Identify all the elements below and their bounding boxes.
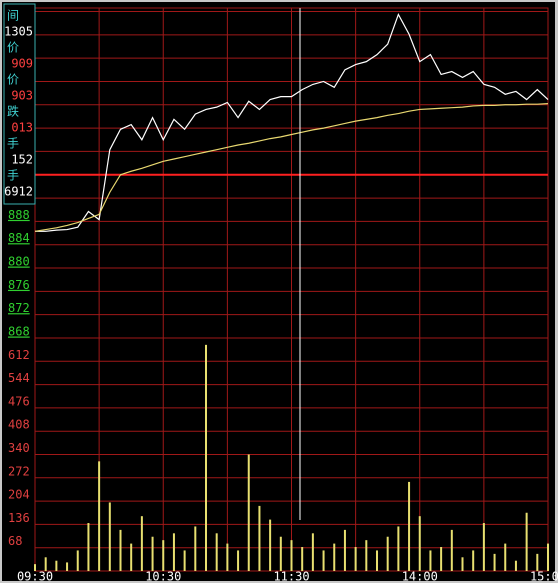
- info-label: 跌: [7, 104, 19, 119]
- volume-bar: [205, 344, 207, 571]
- volume-bar: [322, 550, 325, 571]
- info-value: 1305: [4, 25, 33, 39]
- volume-bar: [472, 550, 475, 571]
- volume-bar: [76, 550, 79, 571]
- volume-bar: [493, 553, 496, 571]
- info-label: 价: [7, 41, 19, 55]
- y-tick-label: 888: [8, 208, 30, 222]
- volume-bar: [397, 526, 400, 571]
- info-label: 手: [7, 169, 19, 183]
- info-label: 间: [7, 9, 19, 23]
- y-tick-label: 880: [8, 255, 30, 269]
- x-tick-label: 09:30: [17, 570, 53, 583]
- info-value: 013: [11, 121, 33, 135]
- info-value: 909: [11, 57, 33, 71]
- volume-bar: [301, 547, 304, 571]
- info-value: 152: [11, 153, 33, 167]
- x-tick-label: 14:00: [402, 570, 438, 583]
- volume-bar: [183, 550, 186, 571]
- x-tick-label: 15:00: [530, 570, 558, 583]
- y-tick-label: 136: [8, 511, 30, 525]
- volume-bar: [450, 529, 453, 571]
- volume-bar: [194, 526, 197, 571]
- volume-bar: [536, 553, 539, 571]
- volume-bar: [525, 512, 528, 571]
- volume-bar: [354, 547, 357, 571]
- volume-bar: [408, 481, 411, 571]
- volume-bar: [418, 516, 421, 571]
- volume-bar: [98, 461, 101, 571]
- volume-bar: [44, 557, 47, 571]
- y-tick-label: 476: [8, 394, 30, 408]
- y-tick-label: 868: [8, 325, 30, 339]
- volume-bar: [258, 505, 261, 571]
- volume-bar: [130, 543, 133, 571]
- volume-bar: [514, 560, 517, 571]
- volume-bar: [386, 536, 389, 571]
- y-tick-label: 872: [8, 301, 30, 315]
- volume-bar: [162, 540, 165, 571]
- volume-bar: [269, 519, 272, 571]
- volume-bar: [311, 533, 314, 571]
- y-tick-label: 204: [8, 488, 30, 502]
- volume-bar: [376, 550, 378, 571]
- volume-bar: [365, 540, 368, 571]
- y-tick-label: 68: [8, 534, 22, 548]
- volume-bar: [34, 564, 36, 571]
- y-tick-label: 340: [8, 441, 30, 455]
- volume-bar: [482, 523, 485, 571]
- volume-bar: [226, 543, 229, 571]
- volume-bar: [172, 533, 175, 571]
- volume-bar: [87, 523, 90, 571]
- y-tick-label: 876: [8, 278, 30, 292]
- price-line: [35, 12, 549, 232]
- x-tick-label: 11:30: [273, 570, 309, 583]
- x-tick-label: 10:30: [145, 570, 181, 583]
- volume-bar: [279, 536, 282, 571]
- info-label: 价: [7, 73, 19, 87]
- volume-bar: [247, 454, 250, 571]
- info-value: 903: [11, 89, 33, 103]
- y-tick-label: 612: [8, 348, 30, 362]
- info-box: [3, 3, 36, 205]
- info-value: 6912: [4, 185, 33, 199]
- volume-bar: [66, 562, 69, 571]
- volume-bar: [151, 536, 154, 571]
- volume-bar: [140, 516, 143, 571]
- y-tick-label: 408: [8, 418, 30, 432]
- volume-bar: [237, 550, 240, 571]
- volume-bar: [504, 543, 507, 571]
- info-label: 手: [7, 137, 19, 151]
- volume-bar: [55, 560, 58, 571]
- volume-bar: [440, 547, 443, 571]
- y-tick-label: 884: [8, 231, 30, 245]
- volume-bar: [343, 529, 346, 571]
- volume-bar: [108, 502, 111, 571]
- volume-bar: [429, 550, 432, 571]
- volume-bar: [547, 543, 549, 571]
- y-tick-label: 272: [8, 464, 30, 478]
- volume-bar: [215, 533, 218, 571]
- volume-bar: [333, 543, 336, 571]
- y-tick-label: 544: [8, 371, 30, 385]
- price-line: [34, 103, 549, 232]
- volume-bar: [461, 557, 464, 571]
- volume-bar: [290, 540, 293, 571]
- volume-bar: [119, 529, 122, 571]
